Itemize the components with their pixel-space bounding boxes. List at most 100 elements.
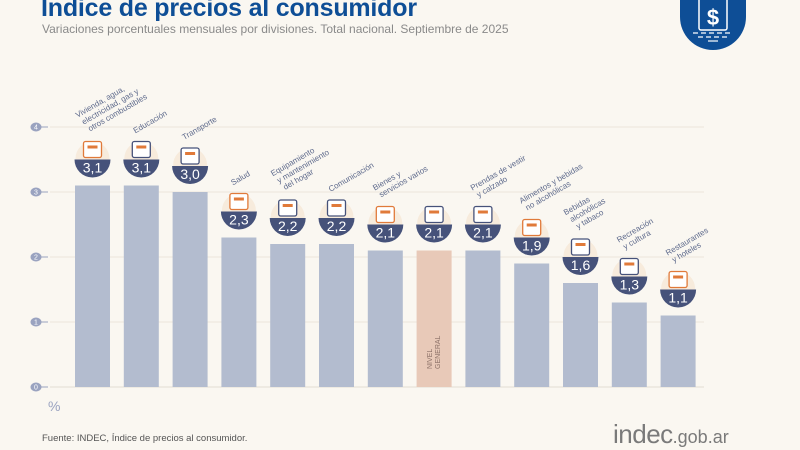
badge-bowl	[416, 224, 453, 243]
value-badge: 2,1	[367, 205, 404, 243]
icon-detail	[380, 210, 391, 214]
icon-detail	[185, 152, 196, 155]
badge-bowl	[513, 237, 550, 256]
value-badge: 3,0	[172, 147, 209, 184]
icon-detail	[526, 223, 537, 227]
value-badge: 2,2	[318, 199, 355, 237]
badge-bowl	[220, 211, 257, 230]
value-label: 2,1	[376, 225, 396, 241]
icon-detail	[575, 243, 586, 246]
category-label: Salud	[229, 169, 251, 187]
category-label: Comunicación	[327, 161, 375, 194]
washing-machine-icon	[278, 199, 298, 217]
badge-bowl	[318, 218, 355, 237]
icon-body	[131, 140, 151, 159]
y-axis-unit-label: %	[48, 398, 61, 414]
y-tick-label: 3	[34, 190, 38, 197]
category-label-line: Educación	[132, 109, 169, 135]
value-label: 1,3	[620, 277, 640, 293]
value-label: 3,0	[180, 166, 200, 182]
y-tick-label: 1	[34, 320, 38, 327]
icon-body	[619, 257, 639, 276]
bar	[123, 185, 159, 387]
category-label-line: Comunicación	[327, 161, 375, 194]
icon-detail	[233, 197, 244, 201]
bar	[563, 283, 598, 387]
bar-nivel-general	[416, 250, 452, 387]
y-tick-marker	[30, 317, 42, 327]
bar	[221, 237, 257, 387]
bar	[270, 244, 306, 387]
badge-bowl	[611, 276, 648, 295]
notebook-pencil-icon	[131, 140, 151, 159]
smartphone-icon	[326, 199, 347, 217]
y-tick-marker	[30, 382, 42, 392]
svg-text:$: $	[707, 5, 719, 30]
value-label: 3,1	[132, 160, 152, 176]
brand-suffix: .gob.ar	[672, 427, 729, 447]
y-tick-marker	[30, 252, 42, 262]
y-axis: 0 1 2 3 4	[30, 122, 48, 392]
value-badge: 3,1	[123, 140, 160, 178]
icon-body	[326, 199, 347, 217]
source-note: Fuente: INDEC, Índice de precios al cons…	[42, 433, 248, 444]
category-label: Educación	[132, 109, 169, 135]
value-label: 2,2	[278, 218, 298, 234]
value-badge: 2,3	[220, 192, 257, 230]
comb-scissors-icon	[375, 205, 395, 224]
icon-detail	[331, 204, 342, 207]
icon-detail	[282, 204, 293, 207]
icon-body	[424, 205, 444, 224]
bar	[172, 192, 208, 387]
brand-main: indec	[613, 419, 673, 449]
y-tick-label: 4	[34, 125, 38, 132]
shopping-basket-icon	[424, 205, 444, 224]
value-badge: 2,1	[416, 205, 453, 243]
badge-bowl	[269, 218, 306, 236]
icon-body	[473, 205, 493, 224]
highlight-label: NIVEL GENERAL	[427, 335, 442, 369]
value-label: 3,1	[83, 160, 103, 176]
badge-bowl	[172, 166, 209, 184]
value-badges: 3,1 3,1 3,0 2,3 2,2 2,2 2,1 2,1 2,1 1,9 1,6 1,3 1,1	[74, 140, 697, 308]
bar	[660, 315, 696, 387]
lightbulb-tools-icon	[82, 140, 103, 159]
value-badge: 1,9	[513, 218, 550, 256]
bar	[75, 185, 110, 387]
badge-bowl	[660, 289, 697, 308]
value-badge: 1,6	[562, 238, 599, 275]
value-badge: 3,1	[74, 140, 111, 178]
value-label: 2,3	[229, 212, 249, 228]
sube-card-car-icon	[180, 147, 200, 165]
value-badge: 1,1	[660, 270, 697, 308]
highlight-label-line: NIVEL	[427, 349, 434, 369]
value-label: 1,9	[522, 238, 542, 254]
badge-bowl	[562, 257, 599, 275]
category-label-line: Salud	[229, 169, 251, 187]
value-label: 2,1	[424, 225, 444, 241]
umbrella-sun-icon	[619, 257, 639, 276]
plate-cutlery-icon	[668, 270, 688, 289]
icon-body	[180, 147, 200, 165]
badge-bowl	[367, 224, 404, 243]
badge-bowl	[74, 159, 111, 178]
icon-body	[522, 218, 542, 237]
page-title: Indice de precios al consumidor	[41, 0, 417, 22]
value-label: 1,1	[668, 290, 688, 306]
value-badge: 2,1	[464, 205, 501, 243]
y-tick-marker	[30, 187, 42, 197]
icon-body	[229, 192, 249, 211]
icon-body	[375, 205, 395, 224]
bar	[319, 244, 354, 387]
dollar-document-icon: $	[693, 0, 733, 42]
badge-bowl	[464, 224, 501, 243]
first-aid-kit-icon	[229, 192, 249, 211]
icon-detail	[87, 145, 98, 149]
icon-body	[278, 199, 298, 217]
badge-bowl	[123, 159, 160, 178]
icon-detail	[624, 262, 635, 266]
icon-body	[570, 238, 591, 256]
